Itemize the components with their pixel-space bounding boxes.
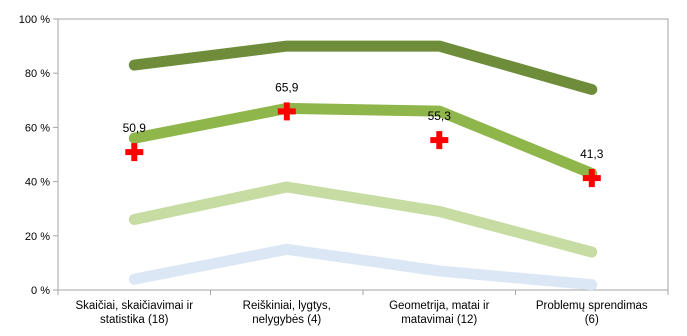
data-label: 50,9 — [123, 121, 147, 135]
marker-cross — [125, 143, 144, 162]
y-tick-label: 80 % — [25, 68, 50, 80]
axes: 0 % 20 % 40 % 60 % 80 % 100 % Skaičiai, skaiči… — [19, 14, 669, 326]
series-line-4 — [128, 243, 598, 291]
y-tick-label: 40 % — [25, 177, 50, 189]
data-label: 55,3 — [428, 109, 452, 123]
marker-cross — [582, 169, 601, 188]
y-tick-label: 100 % — [19, 14, 50, 26]
data-label: 65,9 — [275, 80, 299, 94]
y-tick-label: 60 % — [25, 122, 50, 134]
x-category-label: Geometrija, matai ir matavimai (12) — [389, 300, 490, 326]
y-tick-label: 0 % — [31, 285, 50, 297]
series-line-3 — [128, 181, 598, 258]
y-tick-label: 20 % — [25, 231, 50, 243]
label-layer: 50,9 65,9 55,3 41,3 — [123, 80, 604, 161]
series-line-2 — [128, 102, 598, 179]
series-line-1 — [128, 40, 598, 95]
marker-layer — [125, 102, 601, 188]
x-category-label: Problemų sprendimas (6) — [536, 300, 648, 326]
x-category-label: Skaičiai, skaičiavimai ir statistika (18) — [75, 300, 193, 326]
marker-cross — [277, 102, 296, 121]
x-category-label: Reiškiniai, lygtys, nelygybės (4) — [243, 300, 331, 326]
series-layer — [128, 40, 598, 291]
data-label: 41,3 — [580, 147, 604, 161]
marker-cross — [430, 131, 449, 150]
